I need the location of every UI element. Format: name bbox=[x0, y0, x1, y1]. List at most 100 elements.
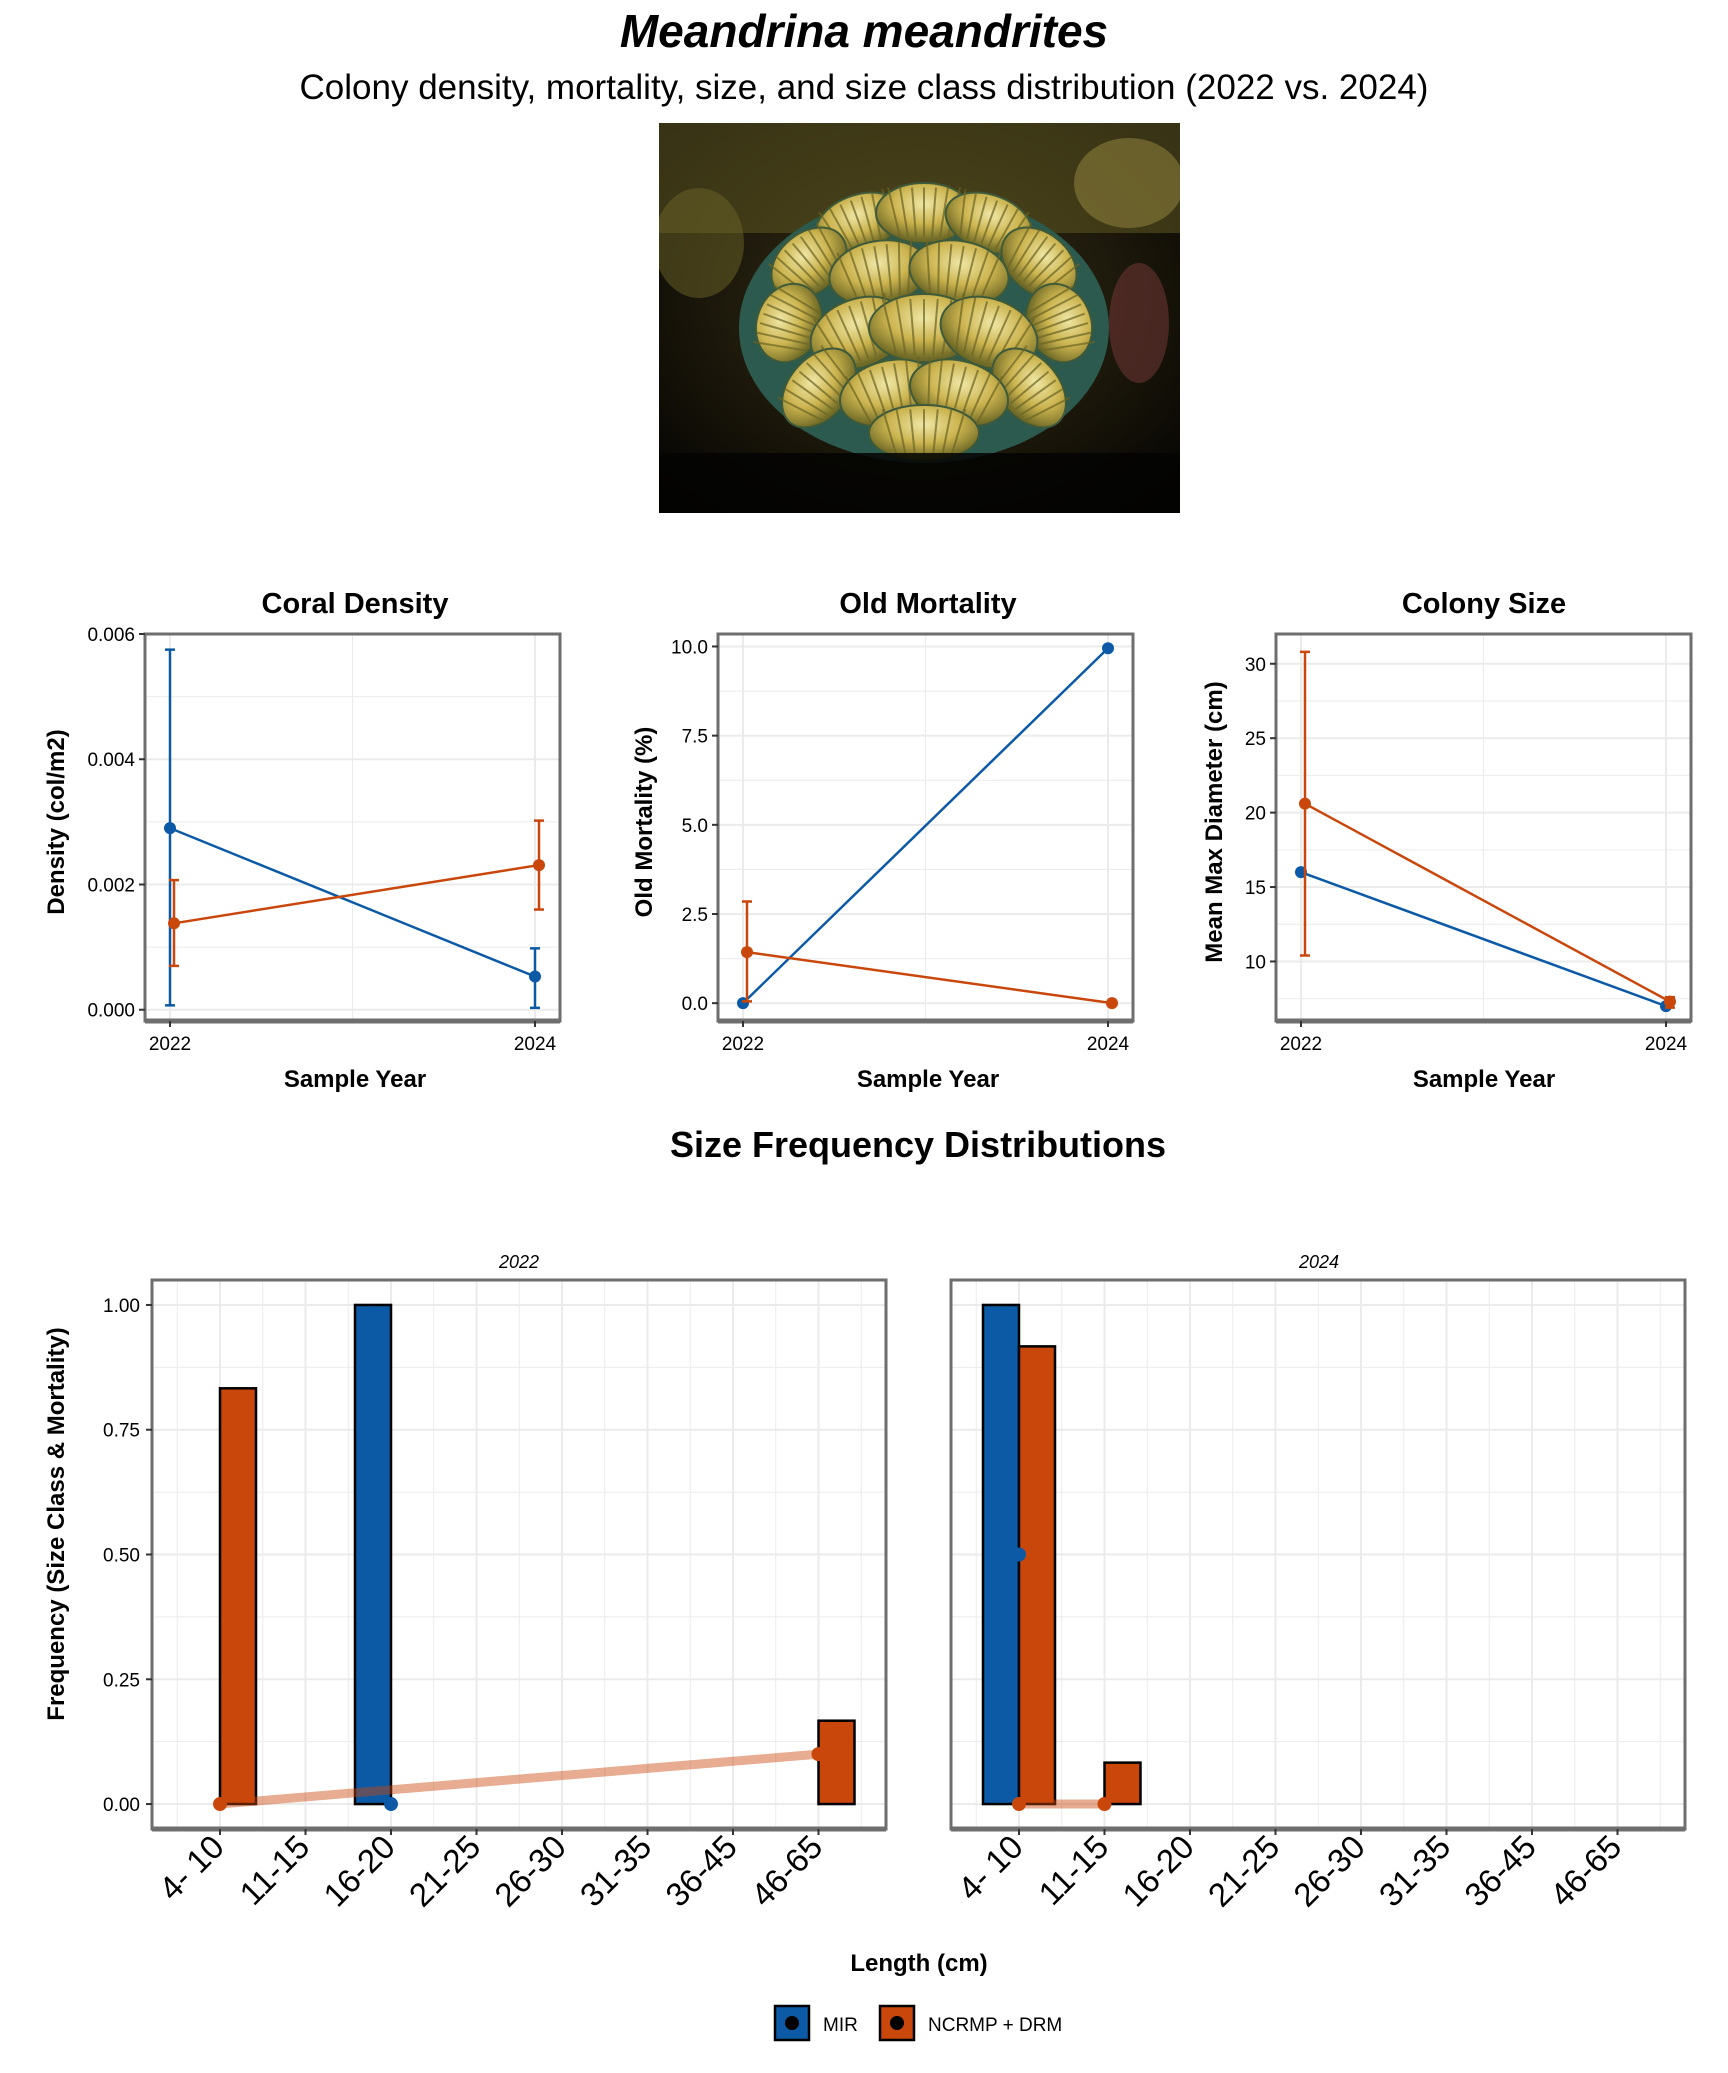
line-panel-coral-density: 0.000 0.002 0.004 0.006 2022 2024 bbox=[87, 625, 562, 1055]
x-tick-label: 36-45 bbox=[1457, 1828, 1543, 1914]
coral-septa bbox=[828, 207, 854, 250]
x-tick-label: 31-35 bbox=[573, 1828, 659, 1914]
mortality-point-mir bbox=[384, 1797, 398, 1812]
coral-septa bbox=[895, 409, 907, 456]
coral-septa bbox=[848, 305, 870, 359]
coral-septa bbox=[1024, 396, 1071, 422]
coral-septa bbox=[973, 196, 988, 242]
histogram-y-axis-label: Frequency (Size Class & Mortality) bbox=[43, 1327, 70, 1720]
mortality-panel-title: Old Mortality bbox=[839, 588, 1016, 620]
coral-septa bbox=[763, 312, 814, 333]
coral-septa bbox=[911, 187, 917, 238]
coral-septa bbox=[955, 292, 965, 351]
coral-septa bbox=[1005, 362, 1043, 399]
size-x-axis-label: Sample Year bbox=[1413, 1066, 1555, 1093]
coral-septa bbox=[766, 303, 816, 327]
coral-septa bbox=[905, 360, 913, 414]
facet-label-2022: 2022 bbox=[498, 1252, 539, 1272]
series-line-mir bbox=[1300, 870, 1667, 1008]
coral-septa bbox=[967, 372, 992, 423]
histogram-x-axis-label: Length (cm) bbox=[850, 1950, 987, 1977]
coral-septa bbox=[805, 362, 843, 399]
coral-septa bbox=[941, 409, 953, 456]
coral-septa bbox=[978, 305, 1000, 359]
coral-septa bbox=[777, 396, 824, 422]
coral-septa bbox=[1006, 222, 1033, 269]
coral-septa bbox=[1039, 331, 1092, 346]
coral-septa bbox=[860, 196, 875, 242]
x-tick-label: 36-45 bbox=[658, 1828, 744, 1914]
coral-septa bbox=[753, 340, 807, 352]
density-y-axis-label: Density (col/m2) bbox=[43, 729, 70, 914]
y-tick-label: 0.004 bbox=[87, 750, 135, 771]
coral-septa bbox=[932, 299, 939, 356]
coral-lobe bbox=[753, 282, 824, 364]
y-tick-label: 0.75 bbox=[103, 1421, 140, 1442]
coral-septa bbox=[970, 250, 990, 302]
x-tick-label: 21-25 bbox=[402, 1828, 488, 1914]
coral-septa bbox=[966, 192, 977, 240]
meandrina-coral-photo bbox=[659, 123, 1180, 513]
mortality-point-mir bbox=[1012, 1547, 1026, 1562]
coral-septa bbox=[881, 298, 898, 356]
y-tick-label: 5.0 bbox=[682, 816, 708, 837]
y-tick-label: 0.000 bbox=[87, 1001, 135, 1022]
data-point-ncrmp-drm bbox=[533, 859, 545, 872]
coral-septa bbox=[895, 298, 907, 356]
coral-septa bbox=[986, 309, 1012, 362]
coral-septa bbox=[945, 243, 953, 297]
x-tick-label: 26-30 bbox=[487, 1828, 573, 1914]
x-tick-label: 2024 bbox=[1087, 1034, 1130, 1055]
coral-lobe bbox=[1000, 222, 1081, 300]
coral-septa bbox=[783, 249, 820, 287]
bar-ncrmp-drm bbox=[817, 1719, 856, 1806]
coral-septa bbox=[1036, 322, 1089, 339]
coral-septa bbox=[1019, 387, 1064, 416]
coral-septa bbox=[848, 250, 868, 302]
coral-lobe bbox=[908, 239, 1010, 307]
coral-septa bbox=[987, 204, 1009, 248]
y-tick-label: 0.0 bbox=[682, 994, 708, 1015]
legend-label-mir: MIR bbox=[823, 2015, 858, 2036]
coral-septa bbox=[873, 246, 885, 299]
data-point-ncrmp-drm bbox=[1664, 995, 1676, 1008]
coral-septa bbox=[1028, 249, 1065, 287]
coral-lobe bbox=[868, 404, 980, 462]
mortality-point-ncrmp-drm bbox=[811, 1747, 826, 1762]
x-tick-label: 16-20 bbox=[316, 1828, 402, 1914]
facet-label-2024: 2024 bbox=[1298, 1252, 1339, 1272]
coral-septa bbox=[1029, 294, 1079, 321]
line-panel-colony-size: 10 15 20 25 30 2022 2024 bbox=[1245, 632, 1693, 1055]
coral-septa bbox=[836, 309, 862, 362]
coral-septa bbox=[1032, 303, 1082, 327]
coral-septa bbox=[769, 294, 819, 321]
x-tick-label: 31-35 bbox=[1372, 1828, 1458, 1914]
x-tick-label: 2022 bbox=[722, 1034, 764, 1055]
coral-septa bbox=[1009, 370, 1050, 405]
x-tick-label: 46-65 bbox=[1543, 1828, 1629, 1914]
x-tick-label: 2022 bbox=[1280, 1034, 1322, 1055]
coral-septa bbox=[807, 229, 837, 273]
bar-ncrmp-drm bbox=[218, 1387, 258, 1806]
density-x-axis-label: Sample Year bbox=[284, 1066, 426, 1093]
x-tick-label: 11-15 bbox=[1031, 1828, 1115, 1912]
coral-septa bbox=[799, 236, 831, 278]
coral-septa bbox=[961, 248, 978, 300]
y-tick-label: 0.50 bbox=[103, 1546, 140, 1567]
coral-septa bbox=[1014, 379, 1057, 410]
coral-septa bbox=[959, 369, 980, 421]
data-point-mir bbox=[529, 970, 541, 983]
coral-septa bbox=[1022, 242, 1057, 283]
coral-septa bbox=[978, 252, 1002, 303]
coral-septa bbox=[844, 375, 873, 425]
series-line-mir bbox=[169, 826, 536, 978]
coral-lobe bbox=[828, 239, 930, 307]
coral-septa bbox=[1027, 284, 1075, 314]
size-panel-title: Colony Size bbox=[1402, 588, 1566, 620]
coral-septa bbox=[899, 187, 909, 238]
data-point-mir bbox=[164, 822, 176, 835]
mortality-point-ncrmp-drm bbox=[1012, 1797, 1026, 1812]
coral-septa bbox=[959, 188, 967, 237]
coral-septa bbox=[927, 356, 931, 412]
bar-mir bbox=[353, 1303, 393, 1806]
